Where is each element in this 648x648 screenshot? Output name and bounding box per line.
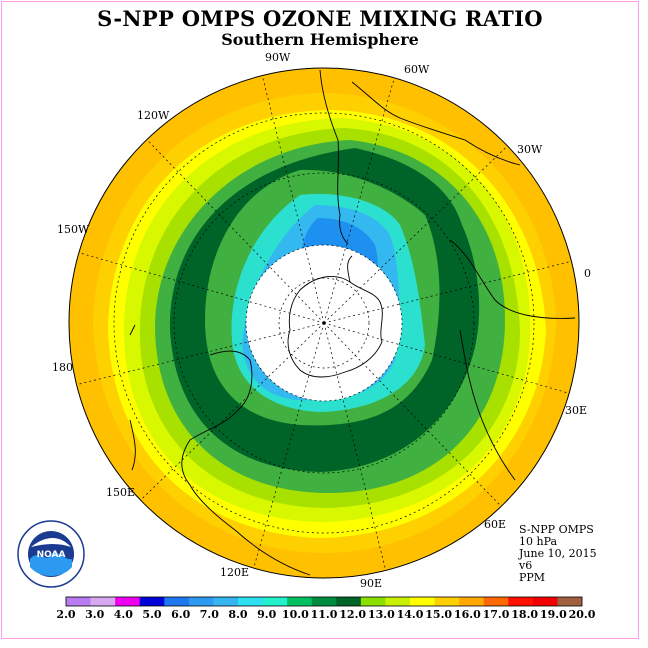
lon-label-60w: 60W: [404, 63, 430, 76]
lon-label-120e: 120E: [220, 566, 250, 579]
colorbar-tick-label: 10.0: [281, 608, 309, 621]
lon-label-150w: 150W: [57, 223, 90, 236]
info-level: 10 hPa: [519, 535, 558, 548]
colorbar-swatch: [287, 597, 313, 606]
colorbar-tick-label: 11.0: [310, 608, 338, 621]
colorbar-swatch: [115, 597, 141, 606]
coastlines: [129, 69, 576, 576]
lon-label-90e: 90E: [360, 577, 383, 590]
colorbar-swatch: [336, 597, 362, 606]
colorbar-tick-label: 2.0: [56, 608, 76, 621]
colorbar-swatch: [434, 597, 460, 606]
south-america-coast: [319, 69, 521, 245]
lon-label-180: 180: [52, 361, 73, 374]
noaa-logo: NOAA: [17, 520, 85, 588]
colorbar-swatch: [385, 597, 411, 606]
lon-label-90w: 90W: [265, 51, 291, 64]
colorbar-tick-label: 3.0: [85, 608, 105, 621]
colorbar-tick-label: 14.0: [396, 608, 424, 621]
colorbar-swatch: [66, 597, 91, 606]
latitude-circle: [113, 112, 535, 534]
colorbar-tick-label: 20.0: [568, 608, 596, 621]
colorbar-swatch: [459, 597, 485, 606]
colorbar-tick-label: 4.0: [113, 608, 133, 621]
info-date: June 10, 2015: [519, 547, 597, 560]
colorbar-tick-label: 12.0: [339, 608, 367, 621]
colorbar-swatch: [311, 597, 337, 606]
colorbar-swatch: [508, 597, 534, 606]
colorbar-tick-label: 13.0: [367, 608, 395, 621]
colorbar-swatch: [238, 597, 263, 606]
colorbar-tick-label: 6.0: [171, 608, 191, 621]
lon-label-120w: 120W: [137, 109, 170, 122]
colorbar-tick-label: 5.0: [142, 608, 162, 621]
colorbar-tick-label: 18.0: [511, 608, 539, 621]
colorbar-swatch: [188, 597, 214, 606]
africa-coast: [449, 239, 576, 481]
colorbar-tick-label: 19.0: [539, 608, 567, 621]
colorbar-swatch: [557, 597, 583, 606]
colorbar-tick-label: 8.0: [228, 608, 248, 621]
colorbar-swatch: [164, 597, 190, 606]
colorbar-swatch: [360, 597, 386, 606]
lon-label-30e: 30E: [565, 404, 588, 417]
info-block: S-NPP OMPS 10 hPa June 10, 2015 v6 PPM: [519, 524, 597, 584]
info-units: PPM: [519, 571, 546, 584]
colorbar-tick-label: 9.0: [257, 608, 277, 621]
colorbar-swatch: [262, 597, 288, 606]
lon-label-150e: 150E: [106, 486, 136, 499]
colorbar-swatch: [139, 597, 165, 606]
colorbar-tick-label: 17.0: [482, 608, 510, 621]
figure-frame: [1, 1, 639, 639]
info-version: v6: [519, 559, 533, 572]
lon-label-30w: 30W: [517, 143, 543, 156]
antarctic-peninsula: [347, 255, 353, 283]
page-subtitle: Southern Hemisphere: [221, 30, 419, 49]
antarctica-coast: [287, 275, 383, 378]
colorbar-swatch: [410, 597, 435, 606]
logo-wordmark: NOAA: [37, 550, 66, 560]
page-title: S-NPP OMPS OZONE MIXING RATIO: [97, 6, 543, 31]
new-zealand-coast: [129, 324, 136, 471]
latitude-circle: [278, 277, 370, 369]
colorbar-swatch: [213, 597, 239, 606]
lon-label-0: 0: [584, 267, 591, 280]
latitude-circle: [173, 172, 475, 474]
colorbar-border: [65, 596, 583, 607]
australia-coast: [181, 350, 311, 576]
colorbar-swatch: [532, 597, 558, 606]
latitude-circle: [245, 244, 403, 402]
colorbar-tick-label: 7.0: [199, 608, 219, 621]
lon-label-60e: 60E: [484, 518, 507, 531]
colorbar-tick-label: 15.0: [425, 608, 453, 621]
colorbar-tick-label: 16.0: [453, 608, 481, 621]
colorbar-swatch: [483, 597, 509, 606]
colorbar-swatch: [90, 597, 116, 606]
info-instrument: S-NPP OMPS: [519, 523, 594, 536]
